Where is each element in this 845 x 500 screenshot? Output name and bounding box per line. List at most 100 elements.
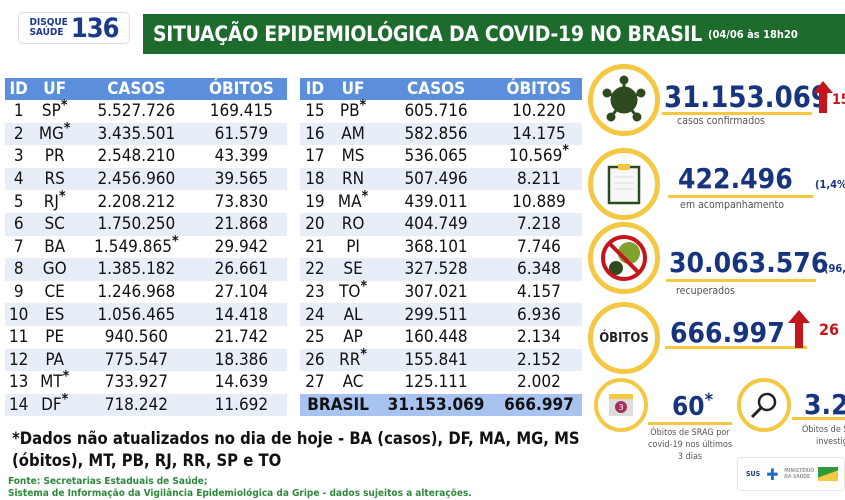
state-cases-text: 1.750.250 — [97, 214, 176, 235]
state-cases: 2.208.212 — [77, 190, 196, 213]
state-deaths-text: 14.418 — [214, 304, 269, 325]
column-header: CASOS — [76, 78, 196, 100]
table-row: 14 DF* 718.242 11.692 — [5, 392, 287, 417]
not-updated-asterisk: * — [171, 233, 179, 250]
brazil-flag-icon — [818, 467, 839, 481]
not-updated-asterisk: * — [60, 97, 68, 114]
table-row: 17 MS 536.065 10.569* — [300, 144, 582, 168]
virus-icon — [588, 64, 660, 136]
state-uf-text: RS — [44, 169, 65, 190]
page-title: SITUAÇÃO EPIDEMIOLÓGICA DA COVID-19 NO B… — [153, 22, 702, 46]
state-id-text: 10 — [8, 304, 29, 325]
state-deaths: 29.942 — [196, 236, 287, 259]
state-cases: 2.456.960 — [76, 167, 196, 191]
state-deaths-text: 8.211 — [517, 169, 561, 190]
state-uf-text: AL — [343, 304, 363, 325]
state-uf-text: RO — [341, 214, 365, 235]
table-row: 10 ES 1.056.465 14.418 — [5, 303, 287, 326]
state-cases-text: 327.528 — [404, 259, 468, 280]
state-deaths-text: 7.746 — [517, 236, 561, 257]
disque-saude-logo: DISQUE SAÚDE 136 — [18, 12, 130, 44]
state-uf: AL — [329, 303, 377, 326]
state-uf-text: RR — [339, 349, 361, 370]
state-deaths-text: 2.002 — [517, 372, 561, 393]
state-deaths-text: 18.386 — [214, 349, 269, 370]
recovered-label: recuperados — [676, 285, 735, 297]
state-uf-text: AM — [341, 123, 365, 144]
state-id: 4 — [5, 167, 33, 191]
state-uf-text: MT — [40, 372, 63, 393]
state-id-text: 6 — [13, 214, 24, 235]
state-cases-text: 775.547 — [104, 349, 168, 370]
state-uf: RR* — [329, 347, 377, 372]
table-row: 19 MA* 439.011 10.889 — [300, 188, 582, 213]
sus-logo-text: SUS — [746, 470, 761, 478]
state-deaths-text: 10.889 — [512, 191, 566, 212]
state-deaths: 2.152 — [495, 348, 582, 372]
table-row: 21 PI 368.101 7.746 — [300, 236, 582, 259]
state-deaths: 2.002 — [496, 371, 582, 394]
state-deaths-text: 21.742 — [214, 327, 269, 348]
state-cases: 368.101 — [376, 236, 496, 259]
state-cases: 1.246.968 — [77, 281, 196, 304]
not-updated-asterisk: * — [361, 188, 369, 205]
state-cases: 507.496 — [376, 167, 496, 191]
state-uf-text: RJ — [43, 191, 59, 212]
srag-number: 60 — [672, 392, 705, 422]
state-id-text: 4 — [13, 169, 24, 190]
state-deaths: 10.889 — [496, 190, 582, 213]
state-id: 14 — [5, 393, 33, 417]
state-cases-text: 1.246.968 — [97, 282, 176, 303]
state-deaths-text: 27.104 — [214, 282, 269, 303]
state-id-text: 14 — [8, 395, 29, 416]
state-deaths-text: 14.175 — [512, 123, 566, 144]
investigation-label-2: investig — [816, 437, 845, 447]
state-deaths: 7.746 — [496, 236, 582, 259]
state-cases-text: 2.548.210 — [97, 146, 176, 167]
state-id-text: 12 — [8, 349, 29, 370]
state-cases: 536.065 — [376, 145, 496, 168]
state-cases: 775.547 — [76, 348, 196, 372]
state-uf-text: AC — [342, 372, 364, 393]
state-cases-text: 307.021 — [404, 282, 468, 303]
state-uf-text: AP — [343, 327, 363, 348]
state-id-text: 8 — [13, 259, 24, 280]
state-deaths: 43.399 — [196, 145, 287, 168]
state-cases: 940.560 — [77, 326, 196, 349]
state-deaths: 6.348 — [495, 258, 582, 281]
state-uf-text: PR — [44, 146, 65, 167]
state-deaths-text: 4.157 — [517, 282, 561, 303]
table-row: 23 TO* 307.021 4.157 — [300, 279, 582, 304]
state-id-text: 22 — [305, 259, 325, 280]
state-id: 25 — [300, 326, 330, 349]
state-uf-text: GO — [42, 259, 67, 280]
not-updated-asterisk: * — [63, 120, 71, 137]
state-id-text: 17 — [305, 146, 325, 167]
state-uf-text: SP — [41, 101, 61, 122]
state-deaths: 6.936 — [495, 303, 582, 326]
state-id-text: 19 — [305, 191, 325, 212]
state-id: 10 — [5, 303, 33, 326]
state-uf-text: DF — [41, 395, 62, 416]
state-deaths: 10.569* — [496, 144, 582, 168]
table-row: 12 PA 775.547 18.386 — [5, 348, 287, 372]
table-row: 6 SC 1.750.250 21.868 — [5, 212, 287, 236]
state-uf: RO — [329, 212, 377, 236]
states-table-left: ID UF CASOS ÓBITOS 1 SP* 5.527.726 169.415 2 MG* 3… — [5, 78, 287, 417]
state-cases-text: 2.208.212 — [97, 191, 176, 212]
state-cases-text: 3.435.501 — [97, 123, 176, 144]
state-deaths-text: 14.639 — [214, 372, 269, 393]
state-uf-text: MG — [38, 123, 64, 144]
state-deaths-text: 21.868 — [214, 214, 269, 235]
confirmed-value: 31.153.069 — [664, 80, 830, 114]
state-id-text: 1 — [13, 101, 24, 122]
deaths-icon-label: ÓBITOS — [599, 330, 649, 346]
state-uf-text: CE — [44, 282, 65, 303]
state-deaths-text: 29.942 — [214, 236, 269, 257]
state-uf-text: MS — [341, 146, 365, 167]
state-uf: PR — [32, 145, 77, 168]
sus-cross-icon: ✚ — [766, 464, 779, 484]
magnifier-icon — [737, 378, 791, 432]
investigation-label-1: Óbitos de S — [802, 425, 845, 435]
state-cases-text: 368.101 — [404, 236, 468, 257]
